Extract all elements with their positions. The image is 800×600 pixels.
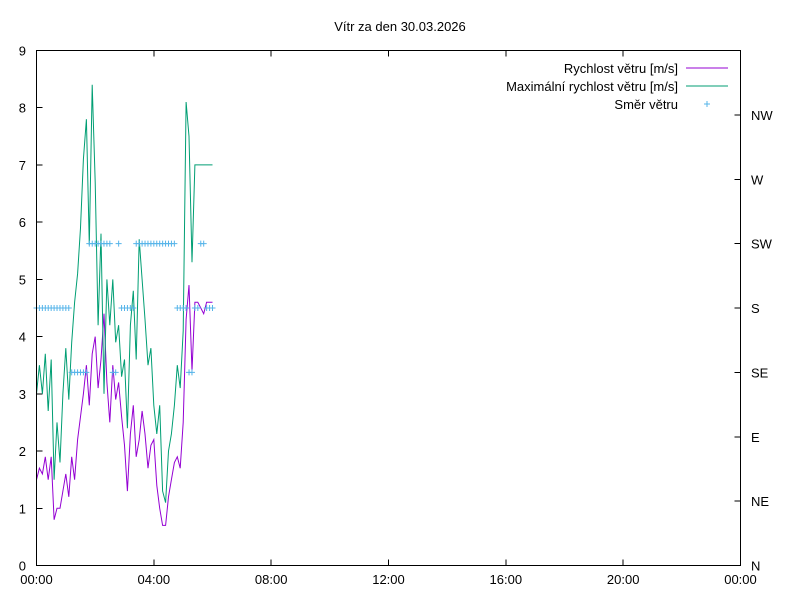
y-tick-label: 8 (19, 101, 26, 116)
legend: Rychlost větru [m/s] Maximální rychlost v… (506, 61, 728, 112)
legend-label: Směr větru (614, 97, 678, 112)
y2-tick-label: W (751, 172, 764, 187)
direction-point (65, 305, 72, 311)
y-tick-label: 2 (19, 444, 26, 459)
series-layer (33, 84, 216, 526)
legend-label: Rychlost větru [m/s] (564, 61, 678, 76)
x-tick-label: 04:00 (138, 572, 171, 587)
x-tick-label: 16:00 (490, 572, 523, 587)
series-line-0 (36, 285, 213, 526)
x-tick-label: 00:00 (20, 572, 53, 587)
y-tick-label: 6 (19, 215, 26, 230)
direction-point (130, 305, 137, 311)
direction-point (83, 369, 90, 376)
y-axis-labels: 0 1 2 3 4 5 6 7 8 9 (19, 44, 26, 574)
direction-point (112, 369, 119, 376)
direction-point (106, 240, 113, 247)
chart-title: Vítr za den 30.03.2026 (334, 19, 466, 34)
direction-point (171, 240, 178, 247)
y2-tick-label: NE (751, 494, 769, 509)
legend-label: Maximální rychlost větru [m/s] (506, 79, 678, 94)
y2-tick-label: E (751, 430, 760, 445)
direction-point (115, 240, 122, 247)
x-tick-label: 08:00 (255, 572, 288, 587)
plot-frame (36, 50, 741, 566)
direction-point (188, 369, 195, 376)
y-tick-label: 0 (19, 559, 26, 574)
legend-swatch (704, 101, 710, 107)
axis-ticks (36, 50, 741, 566)
series-line-1 (36, 84, 213, 503)
y-tick-label: 1 (19, 501, 26, 516)
y2-tick-label: S (751, 301, 760, 316)
x-tick-label: 12:00 (372, 572, 405, 587)
y-tick-label: 5 (19, 272, 26, 287)
y2-tick-label: N (751, 559, 760, 574)
direction-point (194, 305, 201, 311)
y-tick-label: 7 (19, 158, 26, 173)
direction-point (209, 305, 216, 311)
x-tick-label: 00:00 (724, 572, 757, 587)
y-tick-label: 3 (19, 387, 26, 402)
x-tick-label: 20:00 (607, 572, 640, 587)
y-tick-label: 9 (19, 44, 26, 59)
y2-tick-label: NW (751, 108, 773, 123)
y2-tick-label: SE (751, 365, 769, 380)
y2-tick-label: SW (751, 237, 773, 252)
x-axis-labels: 00:00 04:00 08:00 12:00 16:00 20:00 00:00 (20, 572, 757, 587)
direction-point (200, 240, 207, 247)
direction-point (183, 305, 190, 311)
y-tick-label: 4 (19, 330, 26, 345)
y2-axis-labels: N NE E SE S SW W NW (751, 108, 773, 574)
